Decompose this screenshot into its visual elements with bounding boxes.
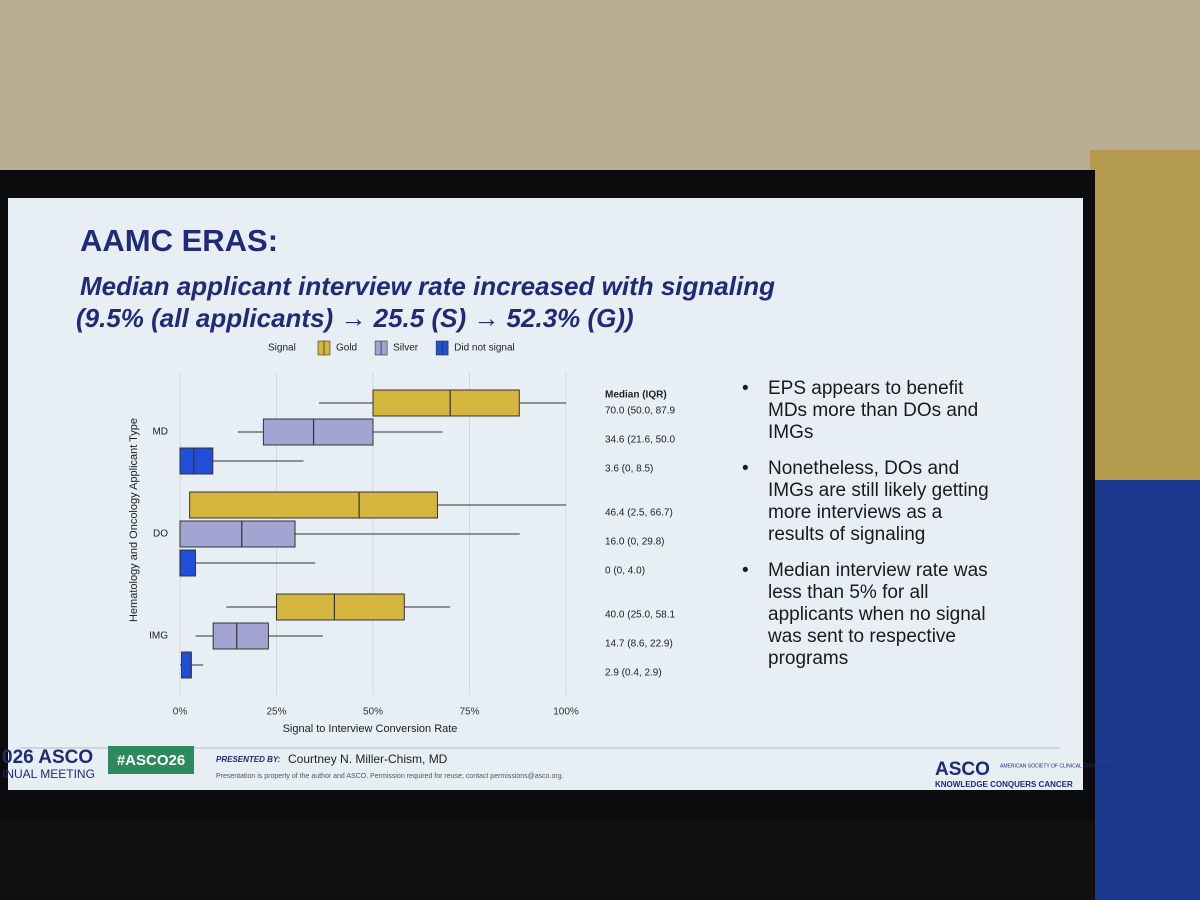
- logo: ASCO: [935, 759, 990, 780]
- presenter: Courtney N. Miller-Chism, MD: [288, 752, 448, 766]
- legend-label: Silver: [393, 343, 419, 354]
- legend-title: Signal: [268, 343, 296, 354]
- value-label: 70.0 (50.0, 87.9: [605, 406, 675, 417]
- stats-header: Median (IQR): [605, 390, 667, 401]
- meeting-sub: INUAL MEETING: [2, 767, 95, 781]
- slide-subtitle: (9.5% (all applicants) → 25.5 (S) → 52.3…: [76, 303, 634, 333]
- curtain: [1095, 480, 1200, 900]
- meeting-brand: 026 ASCO: [2, 747, 93, 768]
- box: [276, 593, 405, 621]
- value-label: 34.6 (21.6, 50.0: [605, 435, 675, 446]
- value-label: 0 (0, 4.0): [605, 566, 645, 577]
- x-tick-label: 75%: [459, 707, 479, 718]
- box: [179, 447, 214, 475]
- y-tick-label: MD: [152, 427, 168, 438]
- logo-tagline: KNOWLEDGE CONQUERS CANCER: [935, 780, 1073, 789]
- value-label: 40.0 (25.0, 58.1: [605, 610, 675, 621]
- value-label: 46.4 (2.5, 66.7): [605, 508, 673, 519]
- hashtag-box: [108, 746, 194, 774]
- box: [179, 520, 296, 548]
- x-tick-label: 0%: [173, 707, 188, 718]
- hashtag: #ASCO26: [117, 752, 185, 769]
- box: [212, 622, 269, 650]
- y-tick-label: IMG: [149, 631, 168, 642]
- slide-subtitle: Median applicant interview rate increase…: [80, 271, 775, 301]
- logo-org: AMERICAN SOCIETY OF CLINICAL ONCOLOGY: [1000, 763, 1113, 769]
- value-label: 2.9 (0.4, 2.9): [605, 668, 662, 679]
- y-tick-label: DO: [153, 529, 168, 540]
- x-tick-label: 100%: [553, 707, 579, 718]
- legend-label: Did not signal: [454, 343, 515, 354]
- bullet: EPS appears to benefit MDs more than DOs…: [738, 378, 998, 444]
- presented-by-label: PRESENTED BY:: [216, 755, 281, 764]
- slide-title: AAMC ERAS:: [80, 223, 278, 258]
- bullet: Nonetheless, DOs and IMGs are still like…: [738, 458, 998, 546]
- disclaimer: Presentation is property of the author a…: [216, 773, 564, 780]
- box: [372, 389, 520, 417]
- bullet: Median interview rate was less than 5% f…: [738, 560, 998, 670]
- y-axis-title: Hematology and Oncology Applicant Type: [128, 418, 140, 622]
- value-label: 14.7 (8.6, 22.9): [605, 639, 673, 650]
- box: [181, 651, 192, 679]
- value-label: 3.6 (0, 8.5): [605, 464, 653, 475]
- bullet-list: EPS appears to benefit MDs more than DOs…: [738, 378, 998, 684]
- x-axis-title: Signal to Interview Conversion Rate: [283, 723, 458, 735]
- x-tick-label: 25%: [266, 707, 286, 718]
- box: [179, 549, 196, 577]
- value-label: 16.0 (0, 29.8): [605, 537, 664, 548]
- box: [189, 491, 438, 519]
- wall: [1090, 150, 1200, 490]
- ceiling: [0, 0, 1200, 190]
- x-tick-label: 50%: [363, 707, 383, 718]
- legend-label: Gold: [336, 343, 357, 354]
- box: [262, 418, 374, 446]
